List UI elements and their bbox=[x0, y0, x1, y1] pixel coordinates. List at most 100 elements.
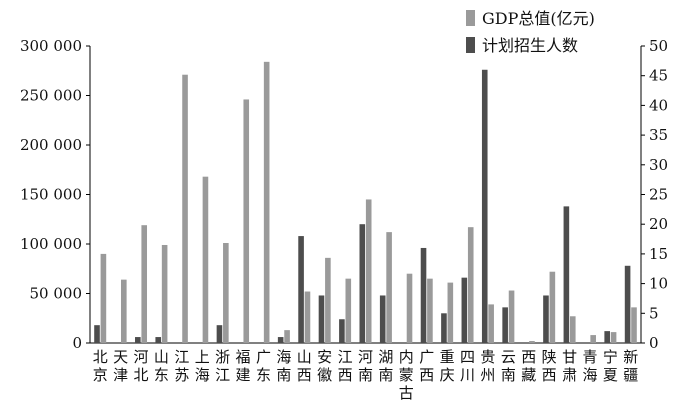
legend-label-gdp: GDP总值(亿元) bbox=[482, 9, 595, 28]
x-tick-char: 京 bbox=[93, 366, 108, 384]
bar-enrollment bbox=[461, 277, 468, 343]
x-tick-char: 北 bbox=[93, 348, 108, 366]
x-tick-label: 海南 bbox=[276, 348, 291, 384]
bar-enrollment bbox=[502, 307, 508, 343]
x-tick-char: 津 bbox=[113, 366, 128, 384]
x-tick-char: 浙 bbox=[215, 348, 230, 366]
bar-enrollment bbox=[604, 331, 610, 343]
right-tick-label: 25 bbox=[649, 186, 668, 204]
bar-gdp bbox=[406, 273, 413, 343]
bar-enrollment bbox=[277, 337, 284, 343]
x-tick-label: 天津 bbox=[113, 348, 128, 384]
right-tick-label: 5 bbox=[649, 304, 659, 322]
bar-gdp bbox=[549, 271, 556, 343]
x-axis-labels: 北京天津河北山东江苏上海浙江福建广东海南山西安徽江西河南湖南内蒙古广西重庆四川贵… bbox=[93, 348, 639, 402]
left-tick-label: 300 000 bbox=[20, 37, 82, 55]
x-tick-char: 山 bbox=[297, 348, 312, 366]
x-tick-char: 夏 bbox=[603, 366, 618, 384]
right-tick-label: 30 bbox=[649, 156, 668, 174]
x-tick-label: 上海 bbox=[195, 348, 210, 384]
x-tick-label: 河北 bbox=[134, 348, 149, 384]
bar-enrollment bbox=[420, 247, 427, 343]
x-tick-label: 江西 bbox=[338, 348, 353, 384]
bar-enrollment bbox=[216, 325, 223, 343]
left-y-axis: 0 50 000 100 000 150 000 200 000 250 000 300 0… bbox=[20, 37, 641, 352]
x-tick-char: 海 bbox=[195, 366, 210, 384]
left-tick-label: 50 000 bbox=[30, 285, 83, 303]
x-tick-label: 新疆 bbox=[623, 348, 638, 384]
x-tick-char: 云 bbox=[501, 348, 516, 366]
bar-gdp bbox=[427, 278, 433, 343]
bar-enrollment bbox=[135, 337, 141, 343]
x-tick-char: 疆 bbox=[623, 366, 638, 384]
x-tick-char: 广 bbox=[256, 348, 271, 366]
x-tick-char: 西 bbox=[338, 366, 353, 384]
x-tick-char: 海 bbox=[582, 366, 597, 384]
bar-gdp bbox=[345, 278, 352, 343]
bar-enrollment bbox=[441, 313, 447, 343]
x-tick-label: 河南 bbox=[358, 348, 373, 384]
x-tick-label: 重庆 bbox=[440, 348, 455, 384]
x-tick-char: 湖 bbox=[378, 348, 393, 366]
x-tick-label: 四川 bbox=[460, 348, 475, 384]
x-tick-label: 北京 bbox=[93, 348, 108, 384]
right-tick-label: 40 bbox=[649, 96, 668, 114]
x-tick-char: 江 bbox=[215, 366, 230, 384]
x-tick-char: 蒙 bbox=[399, 366, 414, 384]
x-tick-label: 山东 bbox=[154, 348, 169, 384]
left-tick-label: 150 000 bbox=[20, 186, 82, 204]
x-tick-char: 东 bbox=[256, 366, 271, 384]
x-tick-char: 南 bbox=[358, 366, 373, 384]
x-tick-label: 广东 bbox=[256, 348, 271, 384]
legend-swatch-gdp bbox=[466, 10, 475, 26]
x-tick-char: 上 bbox=[195, 348, 210, 366]
bar-enrollment bbox=[155, 337, 162, 343]
x-tick-label: 陕西 bbox=[542, 348, 557, 384]
x-tick-char: 藏 bbox=[521, 366, 536, 384]
x-tick-char: 山 bbox=[154, 348, 169, 366]
right-tick-label: 0 bbox=[649, 334, 659, 352]
x-tick-char: 福 bbox=[236, 348, 251, 366]
bar-gdp bbox=[590, 335, 596, 343]
x-tick-char: 河 bbox=[358, 348, 373, 366]
left-tick-label: 200 000 bbox=[20, 136, 82, 154]
legend: GDP总值(亿元) 计划招生人数 bbox=[466, 9, 595, 55]
bar-gdp bbox=[447, 282, 454, 343]
x-tick-char: 江 bbox=[338, 348, 353, 366]
x-tick-label: 福建 bbox=[236, 348, 251, 384]
bar-enrollment bbox=[298, 236, 304, 343]
bar-enrollment bbox=[359, 224, 366, 343]
bar-gdp bbox=[243, 99, 250, 344]
left-tick-label: 250 000 bbox=[20, 87, 82, 105]
bar-enrollment bbox=[379, 295, 386, 343]
right-tick-label: 35 bbox=[649, 126, 668, 144]
bar-gdp bbox=[100, 253, 107, 343]
x-tick-char: 南 bbox=[378, 366, 393, 384]
x-tick-char: 西 bbox=[542, 366, 557, 384]
x-tick-label: 内蒙古 bbox=[399, 348, 414, 402]
right-tick-label: 50 bbox=[649, 37, 668, 55]
x-tick-char: 北 bbox=[134, 366, 149, 384]
x-tick-char: 西 bbox=[521, 348, 536, 366]
x-tick-char: 天 bbox=[113, 348, 128, 366]
bar-gdp bbox=[161, 244, 168, 343]
x-tick-char: 南 bbox=[501, 366, 516, 384]
legend-swatch-enrollment bbox=[466, 37, 475, 53]
legend-label-enrollment: 计划招生人数 bbox=[482, 36, 578, 55]
bar-gdp bbox=[284, 330, 290, 343]
x-tick-label: 广西 bbox=[419, 348, 434, 384]
x-tick-char: 河 bbox=[134, 348, 149, 366]
x-tick-label: 湖南 bbox=[378, 348, 393, 384]
x-tick-label: 江苏 bbox=[174, 348, 189, 384]
x-tick-char: 川 bbox=[460, 366, 475, 384]
bar-gdp bbox=[631, 307, 637, 343]
x-tick-char: 重 bbox=[440, 348, 455, 366]
x-tick-char: 苏 bbox=[174, 366, 189, 384]
bar-gdp bbox=[529, 341, 535, 343]
bar-gdp bbox=[488, 304, 494, 343]
x-tick-label: 西藏 bbox=[521, 348, 536, 384]
x-tick-char: 甘 bbox=[562, 348, 577, 366]
x-tick-char: 海 bbox=[276, 348, 291, 366]
